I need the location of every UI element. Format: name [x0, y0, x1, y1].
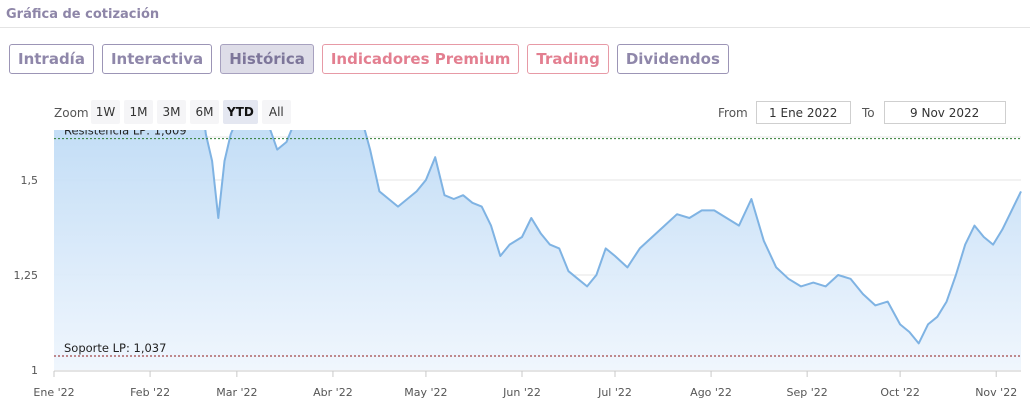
x-tick-label: May '22 [404, 386, 447, 399]
x-tick-label: Sep '22 [787, 386, 828, 399]
x-tick-label: Feb '22 [130, 386, 170, 399]
to-date-input[interactable]: 9 Nov 2022 [883, 101, 1006, 124]
x-axis: Ene '22 Feb '22 Mar '22 Abr '22 May '22 Jun '… [33, 371, 1017, 399]
x-tick-label: Nov '22 [975, 386, 1017, 399]
y-tick-label: 1,5 [21, 174, 39, 187]
tab-indicadores-premium[interactable]: Indicadores Premium [321, 44, 520, 74]
price-series [54, 130, 1022, 370]
zoom-buttons: 1W 1M 3M 6M YTD All [91, 100, 291, 124]
tab-intradia[interactable]: Intradía [9, 44, 94, 74]
tab-dividendos[interactable]: Dividendos [616, 44, 729, 74]
zoom-1w-button[interactable]: 1W [91, 100, 120, 124]
x-tick-label: Oct '22 [880, 386, 920, 399]
support-label: Soporte LP: 1,037 [64, 341, 166, 355]
y-tick-label: 1 [31, 364, 38, 377]
chart-tabs: Intradía Interactiva Histórica Indicador… [9, 44, 729, 74]
zoom-6m-button[interactable]: 6M [190, 100, 219, 124]
zoom-3m-button[interactable]: 3M [157, 100, 186, 124]
x-tick-label: Mar '22 [216, 386, 257, 399]
from-label: From [718, 105, 748, 120]
price-chart: Resistencia LP: 1,609 Soporte LP: 1,037 1… [14, 130, 1022, 399]
tab-interactiva[interactable]: Interactiva [101, 44, 213, 74]
levels: Resistencia LP: 1,609 Soporte LP: 1,037 [54, 130, 1021, 357]
x-tick-label: Ago '22 [690, 386, 732, 399]
zoom-all-button[interactable]: All [261, 100, 291, 124]
zoom-label: Zoom [54, 106, 89, 120]
title-divider [0, 27, 1030, 28]
y-axis: 11,251,51,752 [14, 174, 39, 377]
page-title: Gráfica de cotización [6, 7, 160, 22]
to-label: To [862, 105, 875, 120]
y-tick-label: 1,25 [14, 269, 39, 282]
from-date-input[interactable]: 1 Ene 2022 [755, 101, 851, 124]
range-from: From 1 Ene 2022 [718, 101, 851, 124]
price-area [54, 130, 1021, 370]
resistance-label: Resistencia LP: 1,609 [64, 130, 187, 138]
x-tick-label: Ene '22 [33, 386, 74, 399]
price-line [204, 130, 1022, 345]
x-tick-label: Abr '22 [313, 386, 353, 399]
x-tick-label: Jun '22 [502, 386, 541, 399]
range-to: To 9 Nov 2022 [862, 101, 1006, 124]
x-tick-label: Jul '22 [597, 386, 632, 399]
zoom-ytd-button[interactable]: YTD [223, 100, 258, 124]
zoom-1m-button[interactable]: 1M [124, 100, 153, 124]
tab-trading[interactable]: Trading [527, 44, 609, 74]
tab-historica[interactable]: Histórica [220, 44, 314, 74]
